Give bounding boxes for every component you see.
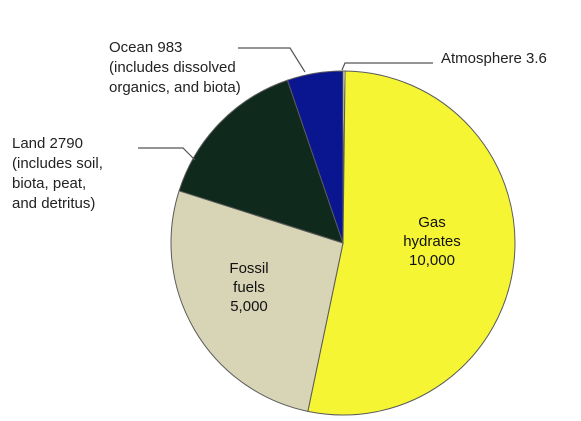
pie-slice-ocean: [286, 70, 344, 244]
leader-line-atmosphere: [341, 62, 433, 71]
slice-label-gas-line-3: 10,000: [409, 252, 455, 269]
pie-slices: [170, 70, 516, 416]
slice-label-land-line-3: biota, peat,: [12, 175, 86, 192]
pie-slice-gas: [307, 70, 516, 416]
leader-line-land: [138, 147, 196, 161]
slice-label-fossil-line-1: Fossil: [229, 260, 268, 277]
slice-label-gas-line-2: hydrates: [403, 233, 461, 250]
slice-label-atmosphere-line-1: Atmosphere 3.6: [441, 50, 547, 67]
slice-label-land-line-2: (includes soil,: [12, 155, 103, 172]
slice-label-gas-line-1: Gas: [418, 214, 446, 231]
slice-label-ocean-line-3: organics, and biota): [109, 79, 241, 96]
slice-label-ocean-line-1: Ocean 983: [109, 39, 182, 56]
slice-label-fossil-line-2: fuels: [233, 279, 265, 296]
slice-label-fossil-line-3: 5,000: [230, 298, 268, 315]
leader-lines: [138, 47, 433, 161]
slice-labels: Atmosphere 3.6 Gas hydrates 10,000 Fossil fue…: [12, 39, 547, 315]
slice-label-ocean-line-2: (includes dissolved: [109, 59, 236, 76]
pie-slice-fossil: [170, 190, 344, 412]
slice-label-land-line-1: Land 2790: [12, 135, 83, 152]
pie-slice-land: [178, 79, 344, 244]
slice-label-land-line-4: and detritus): [12, 195, 95, 212]
leader-line-ocean: [238, 47, 306, 73]
